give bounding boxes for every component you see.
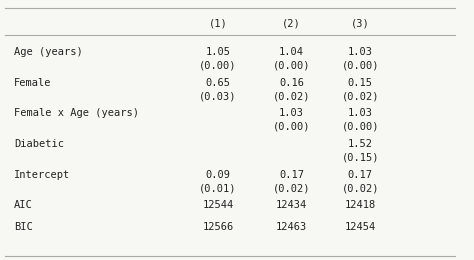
Text: 1.05: 1.05 [206,47,230,57]
Text: 0.65: 0.65 [206,78,230,88]
Text: 12418: 12418 [345,200,376,210]
Text: (0.00): (0.00) [273,61,310,70]
Text: Age (years): Age (years) [14,47,83,57]
Text: 1.04: 1.04 [279,47,304,57]
Text: Diabetic: Diabetic [14,139,64,149]
Text: 0.17: 0.17 [279,170,304,180]
Text: (0.02): (0.02) [341,183,379,193]
Text: (2): (2) [282,18,301,28]
Text: 0.09: 0.09 [206,170,230,180]
Text: (0.00): (0.00) [273,122,310,132]
Text: (3): (3) [351,18,370,28]
Text: 12566: 12566 [202,222,234,232]
Text: 12544: 12544 [202,200,234,210]
Text: (0.03): (0.03) [199,91,237,101]
Text: (0.00): (0.00) [341,122,379,132]
Text: (0.02): (0.02) [341,91,379,101]
Text: (1): (1) [209,18,228,28]
Text: 12454: 12454 [345,222,376,232]
Text: BIC: BIC [14,222,33,232]
Text: 0.15: 0.15 [348,78,373,88]
Text: 0.16: 0.16 [279,78,304,88]
Text: (0.15): (0.15) [341,153,379,162]
Text: (0.01): (0.01) [199,183,237,193]
Text: (0.00): (0.00) [199,61,237,70]
Text: 1.03: 1.03 [348,47,373,57]
Text: (0.02): (0.02) [273,183,310,193]
Text: 1.03: 1.03 [279,108,304,118]
Text: 12434: 12434 [276,200,307,210]
Text: 1.03: 1.03 [348,108,373,118]
Text: 0.17: 0.17 [348,170,373,180]
Text: (0.00): (0.00) [341,61,379,70]
Text: 12463: 12463 [276,222,307,232]
Text: Female x Age (years): Female x Age (years) [14,108,139,118]
Text: Female: Female [14,78,52,88]
Text: 1.52: 1.52 [348,139,373,149]
Text: (0.02): (0.02) [273,91,310,101]
Text: AIC: AIC [14,200,33,210]
Text: Intercept: Intercept [14,170,71,180]
